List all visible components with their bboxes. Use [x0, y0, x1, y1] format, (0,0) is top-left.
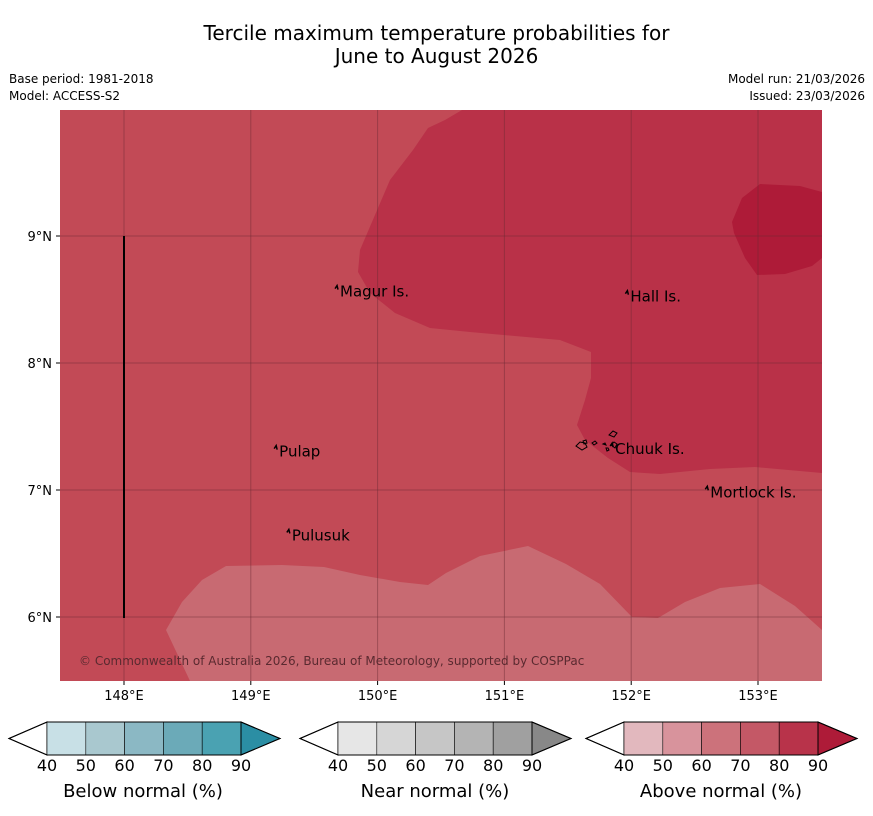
chuuk-islet — [605, 447, 610, 452]
place-label: Chuuk Is. — [615, 440, 684, 458]
chuuk-islet — [591, 440, 598, 446]
legend-bin — [46, 721, 87, 756]
legend-bin — [337, 721, 378, 756]
legend-over-triangle — [240, 721, 282, 756]
legend-tick-label: 40 — [328, 756, 348, 775]
lat-tick-label: 9°N — [28, 230, 53, 245]
chuuk-islet — [601, 442, 607, 446]
legend-tick-label: 40 — [614, 756, 634, 775]
legend-bin — [778, 721, 819, 756]
legend-tick-label: 60 — [405, 756, 425, 775]
legend-bin — [623, 721, 664, 756]
legend-tick-label: 80 — [483, 756, 503, 775]
longitude-ticks: 148°E 149°E 150°E 151°E 152°E 153°E — [104, 681, 778, 704]
legend-tick-label: 60 — [691, 756, 711, 775]
legend-under-triangle — [298, 721, 339, 756]
legend-tick-label: 70 — [730, 756, 750, 775]
model-run: Model run: 21/03/2026 — [727, 72, 865, 86]
island-mark — [704, 484, 710, 491]
legend-bin — [492, 721, 533, 756]
chuuk-islet — [575, 441, 588, 451]
meta-right: Model run: 21/03/2026 Issued: 23/03/2026 — [728, 71, 865, 105]
place-label: Pulap — [279, 443, 320, 461]
legend-tick-label: 50 — [367, 756, 387, 775]
lat-tick-label: 6°N — [28, 611, 53, 626]
legend-bin — [85, 721, 125, 756]
base-period: Base period: 1981-2018 — [9, 72, 154, 86]
place-label: Magur Is. — [340, 283, 409, 301]
legend-bin — [415, 721, 455, 756]
legend-tick-label: 50 — [76, 756, 96, 775]
legend-tick-label: 50 — [653, 756, 673, 775]
legend-label-below: Below normal (%) — [63, 781, 223, 802]
legend-tick-label: 60 — [114, 756, 134, 775]
legend-colorbar: 40 50 60 70 80 90 — [298, 721, 573, 775]
legend-tick-label: 90 — [231, 756, 251, 775]
legend-label-near: Near normal (%) — [360, 781, 510, 802]
model-name: Model: ACCESS-S2 — [9, 89, 121, 103]
title-line-2: June to August 2026 — [334, 44, 539, 68]
chuuk-islet — [610, 441, 618, 449]
legend-bin — [740, 721, 780, 756]
legend-tick-label: 70 — [444, 756, 464, 775]
legend-tick-label: 40 — [37, 756, 57, 775]
legend-outline — [7, 721, 282, 756]
island-mark — [624, 288, 630, 295]
lon-tick-label: 150°E — [358, 689, 398, 704]
map-plot[interactable]: Magur Is. Hall Is. Pulap Chuuk Is. Mortlock … — [60, 110, 822, 681]
legend-tick-label: 80 — [192, 756, 212, 775]
legend-tick-label: 90 — [522, 756, 542, 775]
chuuk-islet — [582, 439, 588, 445]
legends: 40 50 60 70 80 90 40 50 60 70 80 90 40 50 60 70 80 90 — [7, 721, 859, 775]
legend-under-triangle — [7, 721, 48, 756]
copyright-text: © Commonwealth of Australia 2026, Bureau… — [79, 654, 584, 668]
legend-bin — [163, 721, 203, 756]
legend-outline — [298, 721, 573, 756]
title-line-1: Tercile maximum temperature probabilitie… — [203, 21, 670, 45]
island-mark — [334, 283, 339, 290]
meta-left: Base period: 1981-2018 Model: ACCESS-S2 — [9, 71, 154, 105]
island-mark — [273, 443, 278, 450]
legend-tick-label: 70 — [153, 756, 173, 775]
legend-bin — [701, 721, 741, 756]
region-above-60-70 — [166, 546, 822, 681]
lat-tick-label: 7°N — [28, 484, 53, 499]
lon-tick-label: 153°E — [738, 689, 778, 704]
legend-bin — [201, 721, 242, 756]
island-mark — [609, 441, 614, 448]
legend-bin — [376, 721, 416, 756]
lon-tick-label: 148°E — [104, 689, 144, 704]
graticule — [60, 110, 822, 681]
issued-date: Issued: 23/03/2026 — [749, 89, 865, 103]
lat-tick-label: 8°N — [28, 357, 53, 372]
legend-over-triangle — [817, 721, 859, 756]
place-label: Hall Is. — [630, 288, 681, 306]
region-above-80-90 — [358, 110, 822, 474]
legend-label-above: Above normal (%) — [639, 781, 803, 802]
legend-colorbar: 40 50 60 70 80 90 — [584, 721, 859, 775]
chuuk-islet — [608, 430, 618, 438]
legend-bin — [124, 721, 164, 756]
legend-colorbar: 40 50 60 70 80 90 — [7, 721, 282, 775]
chart-title: Tercile maximum temperature probabilitie… — [0, 22, 873, 68]
lon-tick-label: 152°E — [611, 689, 651, 704]
region-above-90-plus — [732, 184, 822, 275]
legend-over-triangle — [531, 721, 573, 756]
place-label: Mortlock Is. — [710, 483, 796, 501]
legend-tick-label: 80 — [769, 756, 789, 775]
legend-under-triangle — [584, 721, 625, 756]
place-label: Pulusuk — [292, 526, 350, 544]
legend-bin — [454, 721, 494, 756]
lon-tick-label: 151°E — [485, 689, 525, 704]
latitude-ticks: 9°N 8°N 7°N 6°N — [28, 230, 60, 626]
legend-bin — [662, 721, 702, 756]
place-labels: Magur Is. Hall Is. Pulap Chuuk Is. Mortlock … — [273, 283, 797, 544]
legend-tick-label: 90 — [808, 756, 828, 775]
lon-tick-label: 149°E — [231, 689, 271, 704]
island-mark — [286, 527, 291, 534]
legend-outline — [584, 721, 859, 756]
island-outlines — [575, 430, 618, 452]
